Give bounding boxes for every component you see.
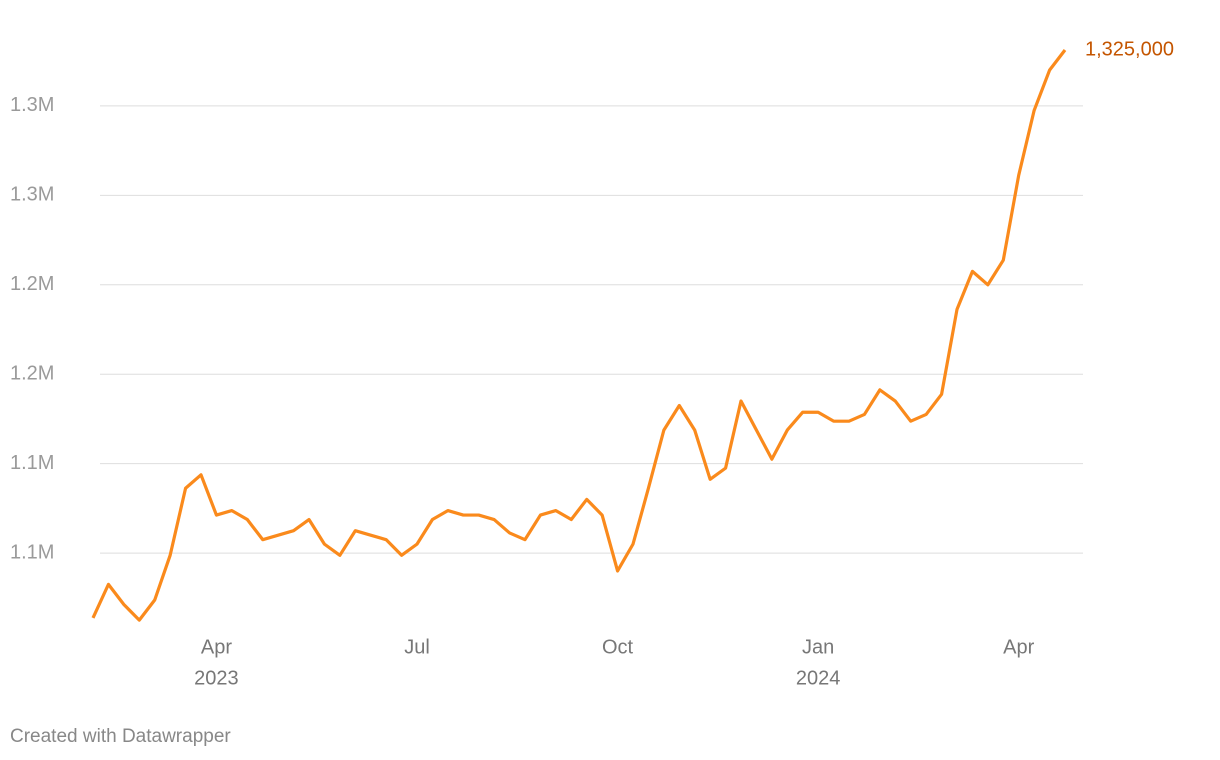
y-tick-label: 1.3M xyxy=(10,94,54,116)
x-tick-year: 2023 xyxy=(194,667,239,689)
x-tick-label: Oct xyxy=(602,636,634,658)
y-tick-label: 1.3M xyxy=(10,184,54,206)
y-tick-label: 1.2M xyxy=(10,362,54,384)
x-tick-label: Apr xyxy=(201,636,232,658)
end-label: 1,325,000 xyxy=(1085,38,1174,60)
x-tick-label: Jul xyxy=(404,636,430,658)
x-tick-label: Jan xyxy=(802,636,834,658)
y-tick-label: 1.1M xyxy=(10,452,54,474)
x-tick-label: Apr xyxy=(1003,636,1034,658)
line xyxy=(91,49,1067,622)
footer: Created with Datawrapper xyxy=(10,726,231,747)
x-tick-year: 2024 xyxy=(796,667,841,689)
y-tick-label: 1.2M xyxy=(10,273,54,295)
y-tick-label: 1.1M xyxy=(10,541,54,563)
